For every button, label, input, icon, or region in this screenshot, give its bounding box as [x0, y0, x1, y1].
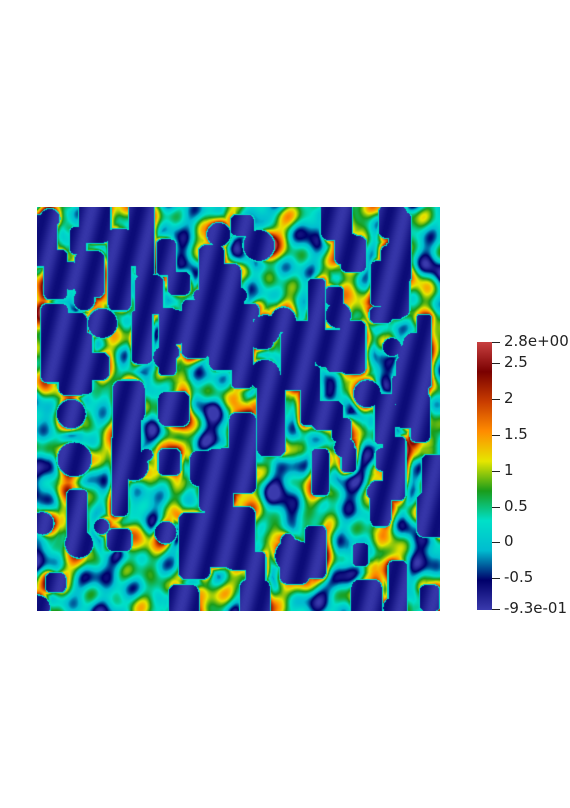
color-legend: 2.8e+00 2.5 2 1.5 1 0.5 0 -0.5 -9.3e-01 — [477, 333, 569, 617]
colorbar-tick-label: 2.8e+00 — [504, 332, 569, 350]
colorbar-tick-mark — [492, 578, 500, 579]
colorbar-tick-label: 1 — [504, 461, 514, 479]
colorbar-tick-mark — [492, 399, 500, 400]
colorbar-tick-mark — [492, 342, 500, 343]
colorbar-tick-mark — [492, 542, 500, 543]
colorbar-tick-label: 2 — [504, 389, 514, 407]
colorbar-gradient — [477, 342, 492, 610]
colorbar-tick-mark — [492, 507, 500, 508]
colorbar-tick-label: 2.5 — [504, 353, 528, 371]
colorbar-tick-label: 0.5 — [504, 497, 528, 515]
colorbar-tick-mark — [492, 363, 500, 364]
colorbar-tick-label: 0 — [504, 532, 514, 550]
colorbar-tick-label: 1.5 — [504, 425, 528, 443]
colorbar-tick-mark — [492, 471, 500, 472]
scalar-field-plot — [37, 207, 440, 611]
colorbar-tick-label: -0.5 — [504, 568, 534, 586]
colorbar-tick-mark — [492, 609, 500, 610]
colorbar-tick-label: -9.3e-01 — [504, 599, 567, 617]
colorbar-tick-mark — [492, 435, 500, 436]
